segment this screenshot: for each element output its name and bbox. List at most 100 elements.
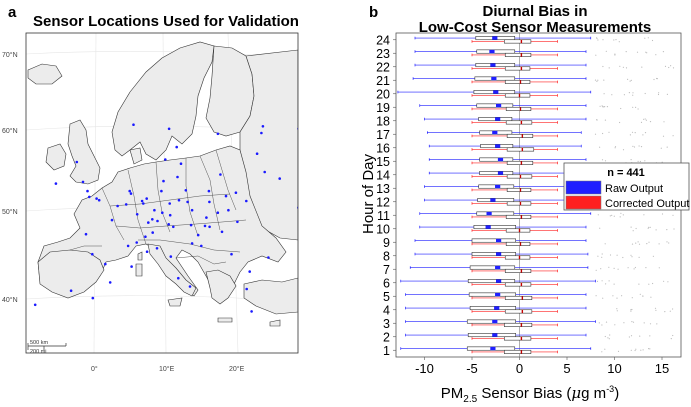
x-tick-label: 10 — [607, 361, 621, 376]
sensor-point — [129, 192, 133, 195]
outlier-point — [649, 226, 651, 228]
outlier-point — [596, 80, 598, 82]
map-frame — [25, 32, 299, 354]
outlier-point — [613, 283, 615, 285]
outlier-point — [633, 146, 636, 148]
lat-label-50: 50°N — [2, 208, 18, 216]
outlier-point — [594, 133, 597, 135]
outlier-point — [672, 135, 674, 137]
sensor-point — [84, 232, 88, 236]
land-crete — [217, 317, 233, 323]
outlier-point — [631, 297, 633, 299]
outlier-point — [628, 92, 631, 94]
sensor-point — [95, 197, 98, 200]
outlier-point — [642, 295, 644, 297]
land-ireland — [45, 143, 67, 171]
outlier-point — [597, 39, 599, 41]
outlier-point — [644, 160, 646, 162]
outlier-point — [672, 308, 674, 310]
outlier-point — [655, 309, 657, 311]
outlier-point — [637, 160, 639, 162]
sensor-point — [140, 199, 144, 203]
sensor-point — [161, 211, 164, 214]
outlier-point — [635, 227, 637, 230]
outlier-point — [614, 54, 616, 56]
outlier-point — [666, 241, 668, 243]
outlier-point — [601, 105, 603, 107]
raw-box — [477, 198, 515, 203]
y-tick-label: 22 — [376, 60, 390, 74]
sensor-point — [263, 170, 267, 174]
corrected-box — [504, 268, 532, 273]
sensor-point — [203, 224, 207, 228]
boxplot-title-line2: Low-Cost Sensor Measurements — [418, 19, 652, 36]
outlier-point — [652, 282, 654, 285]
raw-box — [476, 49, 516, 54]
outlier-point — [604, 348, 606, 350]
sensor-point — [177, 198, 181, 202]
outlier-point — [612, 295, 614, 297]
sensor-point — [33, 303, 37, 307]
raw-median — [489, 49, 495, 54]
corrected-box — [504, 295, 533, 300]
outlier-point — [604, 335, 606, 338]
sensor-point — [261, 125, 265, 128]
y-tick-label: 13 — [376, 182, 390, 196]
outlier-point — [656, 323, 658, 325]
outlier-point — [596, 280, 599, 282]
corrected-box — [504, 52, 532, 57]
lat-label-40: 40°N — [2, 296, 18, 304]
sensor-point — [234, 191, 238, 194]
sensor-point — [230, 252, 233, 256]
y-tick-label: 23 — [376, 47, 390, 61]
corrected-box — [506, 147, 535, 152]
outlier-point — [603, 106, 605, 108]
sensor-point — [88, 195, 91, 199]
raw-box — [476, 103, 514, 108]
outlier-point — [639, 160, 642, 163]
outlier-point — [643, 322, 645, 324]
raw-box — [467, 333, 517, 338]
outlier-point — [631, 321, 633, 323]
outlier-point — [636, 51, 639, 53]
raw-median — [496, 279, 502, 283]
map-borders — [69, 149, 247, 265]
sensor-point — [267, 256, 270, 259]
sensor-point — [188, 285, 192, 288]
sensor-point — [151, 231, 154, 234]
outlier-point — [627, 267, 629, 269]
outlier-point — [613, 215, 615, 217]
lat-label-60: 60°N — [2, 127, 18, 135]
sensor-point — [167, 127, 171, 131]
outlier-point — [672, 67, 675, 69]
raw-median — [493, 90, 499, 94]
outlier-point — [637, 108, 639, 110]
outlier-point — [632, 92, 634, 94]
outlier-point — [604, 243, 606, 245]
sensor-point — [155, 247, 159, 250]
corrected-box — [504, 282, 532, 287]
outlier-point — [657, 93, 660, 96]
outlier-point — [625, 51, 627, 53]
lon-label-10e: 10°E — [159, 365, 175, 373]
outlier-point — [647, 227, 649, 229]
outlier-point — [638, 243, 641, 245]
x-axis-title-unit: g m — [581, 385, 606, 402]
outlier-point — [644, 132, 647, 134]
outlier-point — [646, 52, 648, 54]
map-land — [27, 41, 298, 327]
sensor-point — [54, 182, 58, 185]
scale-km: 500 km — [30, 340, 48, 346]
y-tick-label: 3 — [383, 317, 390, 331]
y-tick-label: 5 — [383, 290, 390, 304]
lon-label-0: 0° — [91, 365, 98, 373]
sensor-point — [168, 202, 171, 205]
raw-median — [496, 103, 502, 108]
x-axis-title-exp: -3 — [606, 384, 614, 394]
outlier-point — [601, 324, 603, 326]
outlier-point — [670, 65, 672, 67]
sensor-point — [260, 131, 263, 135]
y-tick-label: 14 — [376, 168, 390, 182]
legend-corrected-label: Corrected Output — [605, 198, 689, 210]
outlier-point — [672, 214, 674, 216]
